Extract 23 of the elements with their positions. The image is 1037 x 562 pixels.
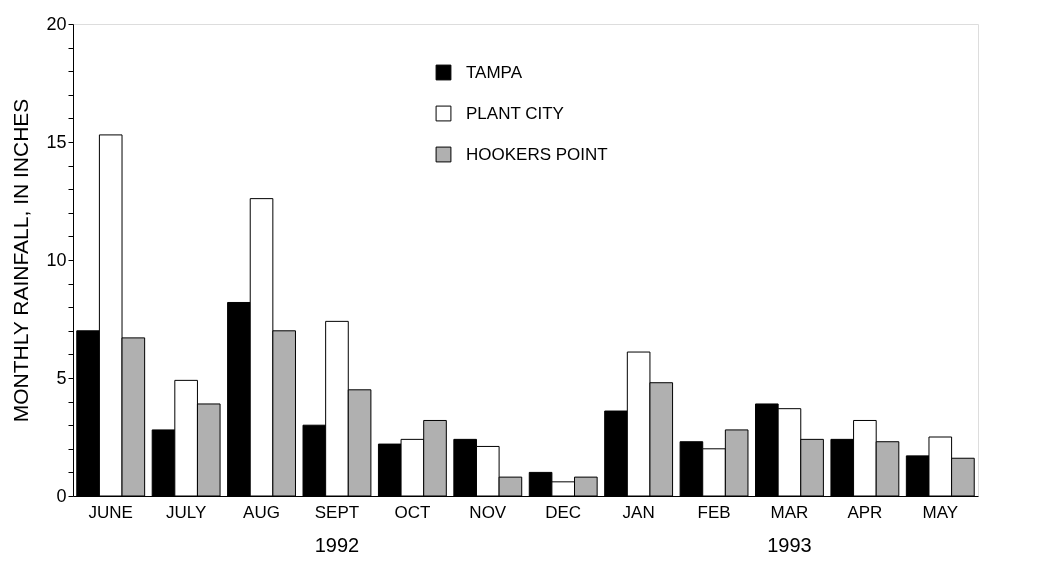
x-tick-label: MAR [770, 502, 809, 522]
legend-label: HOOKERS POINT [466, 144, 608, 164]
x-tick-label: JULY [165, 502, 207, 522]
legend-label: TAMPA [466, 62, 523, 82]
y-tick-label: 10 [46, 249, 67, 270]
x-tick-label: AUG [243, 502, 280, 522]
y-axis-title: MONTHLY RAINFALL, IN INCHES [9, 98, 33, 423]
x-tick-label: MAY [922, 502, 959, 522]
legend-label: PLANT CITY [466, 103, 564, 123]
x-tick-label: NOV [469, 502, 507, 522]
text: 1993 [767, 534, 812, 556]
x-tick-label: DEC [545, 502, 582, 522]
y-tick-label: 15 [46, 131, 67, 152]
y-tick-label: 20 [46, 13, 67, 34]
text: 1992 [314, 534, 360, 556]
y-tick-label: 5 [56, 367, 67, 388]
x-tick-label: FEB [697, 502, 731, 522]
x-tick-label: SEPT [314, 502, 360, 522]
x-tick-label: JAN [622, 502, 655, 522]
x-tick-label: APR [847, 502, 883, 522]
x-tick-label: OCT [394, 502, 431, 522]
y-tick-label: 0 [56, 485, 67, 506]
x-tick-label: JUNE [88, 502, 133, 522]
